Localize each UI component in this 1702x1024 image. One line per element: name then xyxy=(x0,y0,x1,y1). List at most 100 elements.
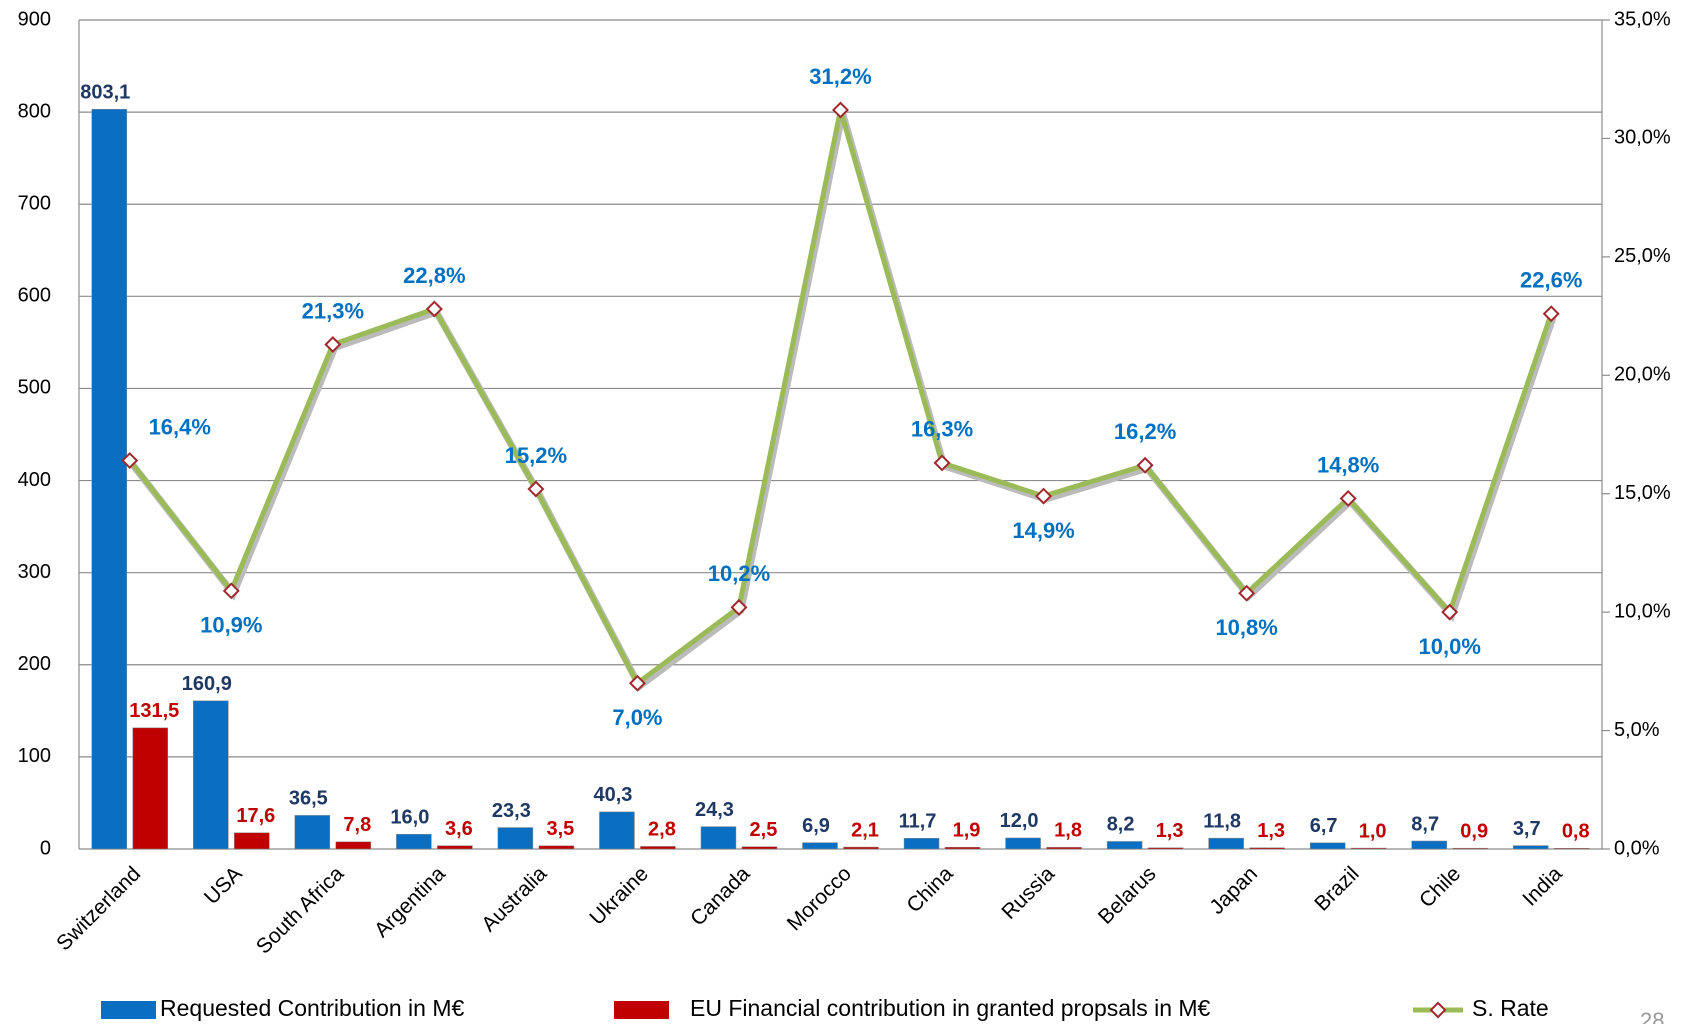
marker xyxy=(730,598,748,616)
bar xyxy=(538,845,575,850)
rate-label: 16,3% xyxy=(911,417,973,442)
bar-label: 160,9 xyxy=(182,673,232,695)
bar xyxy=(437,845,473,850)
bar xyxy=(1005,837,1041,850)
bar xyxy=(91,109,128,850)
y2-tick-label: 35,0% xyxy=(1614,8,1671,30)
bar-label: 6,7 xyxy=(1310,815,1338,837)
y2-tick-label: 15,0% xyxy=(1614,482,1671,504)
bar xyxy=(335,841,372,850)
bar xyxy=(1249,847,1285,850)
legend-label: EU Financial contribution in granted pro… xyxy=(690,995,1211,1021)
bar-label: 1,9 xyxy=(953,820,981,842)
bar-label: 1,8 xyxy=(1054,820,1082,842)
marker xyxy=(1339,489,1357,507)
page-number: 28 xyxy=(1640,1008,1664,1024)
marker xyxy=(1035,487,1053,505)
line xyxy=(127,109,1554,687)
y-tick-label: 300 xyxy=(18,561,51,583)
bar-label: 1,3 xyxy=(1156,820,1184,842)
legend-label: Requested Contribution in M€ xyxy=(160,995,464,1021)
bar-label: 3,6 xyxy=(445,818,473,840)
bar xyxy=(1411,840,1447,850)
bar-label: 17,6 xyxy=(236,805,275,827)
bar xyxy=(294,815,331,850)
rate-label: 10,2% xyxy=(708,561,770,586)
marker xyxy=(933,454,951,472)
rate-label: 14,9% xyxy=(1012,518,1074,543)
x-tick-label: Ukraine xyxy=(585,862,652,929)
bar-label: 0,8 xyxy=(1562,821,1590,843)
bar xyxy=(1512,845,1549,850)
rate-label: 14,8% xyxy=(1317,452,1379,477)
bar xyxy=(1350,847,1387,850)
y-tick-label: 800 xyxy=(18,100,51,122)
marker xyxy=(628,674,646,692)
legend-marker xyxy=(1429,1001,1447,1019)
bar-label: 6,9 xyxy=(802,815,830,837)
marker xyxy=(425,300,443,318)
bar xyxy=(843,846,879,850)
rate-label: 15,2% xyxy=(505,443,567,468)
x-tick-label: USA xyxy=(200,862,247,909)
marker xyxy=(1441,603,1459,621)
bar xyxy=(193,700,229,850)
legend-swatch xyxy=(614,1001,669,1019)
x-tick-label: Switzerland xyxy=(52,862,145,955)
marker xyxy=(1136,456,1154,474)
bar-label: 2,5 xyxy=(750,819,778,841)
bar-label: 1,3 xyxy=(1257,820,1285,842)
bar-label: 2,1 xyxy=(851,819,879,841)
bar xyxy=(903,837,940,850)
bar-label: 23,3 xyxy=(492,800,531,822)
bar-label: 7,8 xyxy=(343,814,371,836)
y-tick-label: 600 xyxy=(18,285,51,307)
y2-tick-label: 10,0% xyxy=(1614,600,1671,622)
bar xyxy=(1106,841,1143,850)
y-tick-label: 100 xyxy=(18,745,51,767)
bar-label: 131,5 xyxy=(129,700,179,722)
marker xyxy=(527,480,545,498)
bar-label: 1,0 xyxy=(1359,820,1387,842)
y-tick-label: 400 xyxy=(18,469,51,491)
bar xyxy=(640,846,676,850)
bar xyxy=(497,827,534,850)
y-tick-label: 200 xyxy=(18,653,51,675)
x-tick-label: India xyxy=(1518,862,1567,911)
marker xyxy=(324,336,342,353)
bar-label: 0,9 xyxy=(1460,820,1488,842)
bar-label: 2,8 xyxy=(648,819,676,841)
x-tick-label: Russia xyxy=(997,862,1059,924)
x-tick-label: Belarus xyxy=(1094,862,1161,929)
y-tick-label: 900 xyxy=(18,8,51,30)
marker xyxy=(222,582,240,600)
x-tick-label: China xyxy=(902,862,957,917)
bar xyxy=(1452,847,1488,850)
bar-label: 11,7 xyxy=(899,811,937,833)
y2-tick-label: 5,0% xyxy=(1614,719,1660,741)
rate-label: 10,0% xyxy=(1419,634,1481,659)
rate-label: 10,8% xyxy=(1215,615,1277,640)
bar xyxy=(1309,842,1346,850)
x-tick-label: Morocco xyxy=(783,862,856,935)
bar xyxy=(396,834,432,850)
bar xyxy=(802,842,838,850)
rate-label: 21,3% xyxy=(302,298,364,323)
bar-label: 24,3 xyxy=(695,799,734,821)
y2-tick-label: 0,0% xyxy=(1614,837,1660,859)
rate-label: 10,9% xyxy=(200,613,262,638)
bar xyxy=(234,832,270,850)
bar xyxy=(1553,848,1590,850)
x-tick-label: Australia xyxy=(477,862,551,936)
bar xyxy=(741,846,778,850)
legend-swatch xyxy=(101,1001,156,1019)
x-tick-label: Japan xyxy=(1205,862,1262,919)
y2-tick-label: 25,0% xyxy=(1614,245,1671,267)
rate-label: 16,2% xyxy=(1114,419,1176,444)
marker xyxy=(1542,305,1560,323)
bar-label: 8,2 xyxy=(1107,814,1135,836)
bar-label: 3,7 xyxy=(1513,818,1541,840)
bar-label: 803,1 xyxy=(80,82,130,104)
y-tick-label: 0 xyxy=(40,837,51,859)
bar-label: 8,7 xyxy=(1411,813,1439,835)
